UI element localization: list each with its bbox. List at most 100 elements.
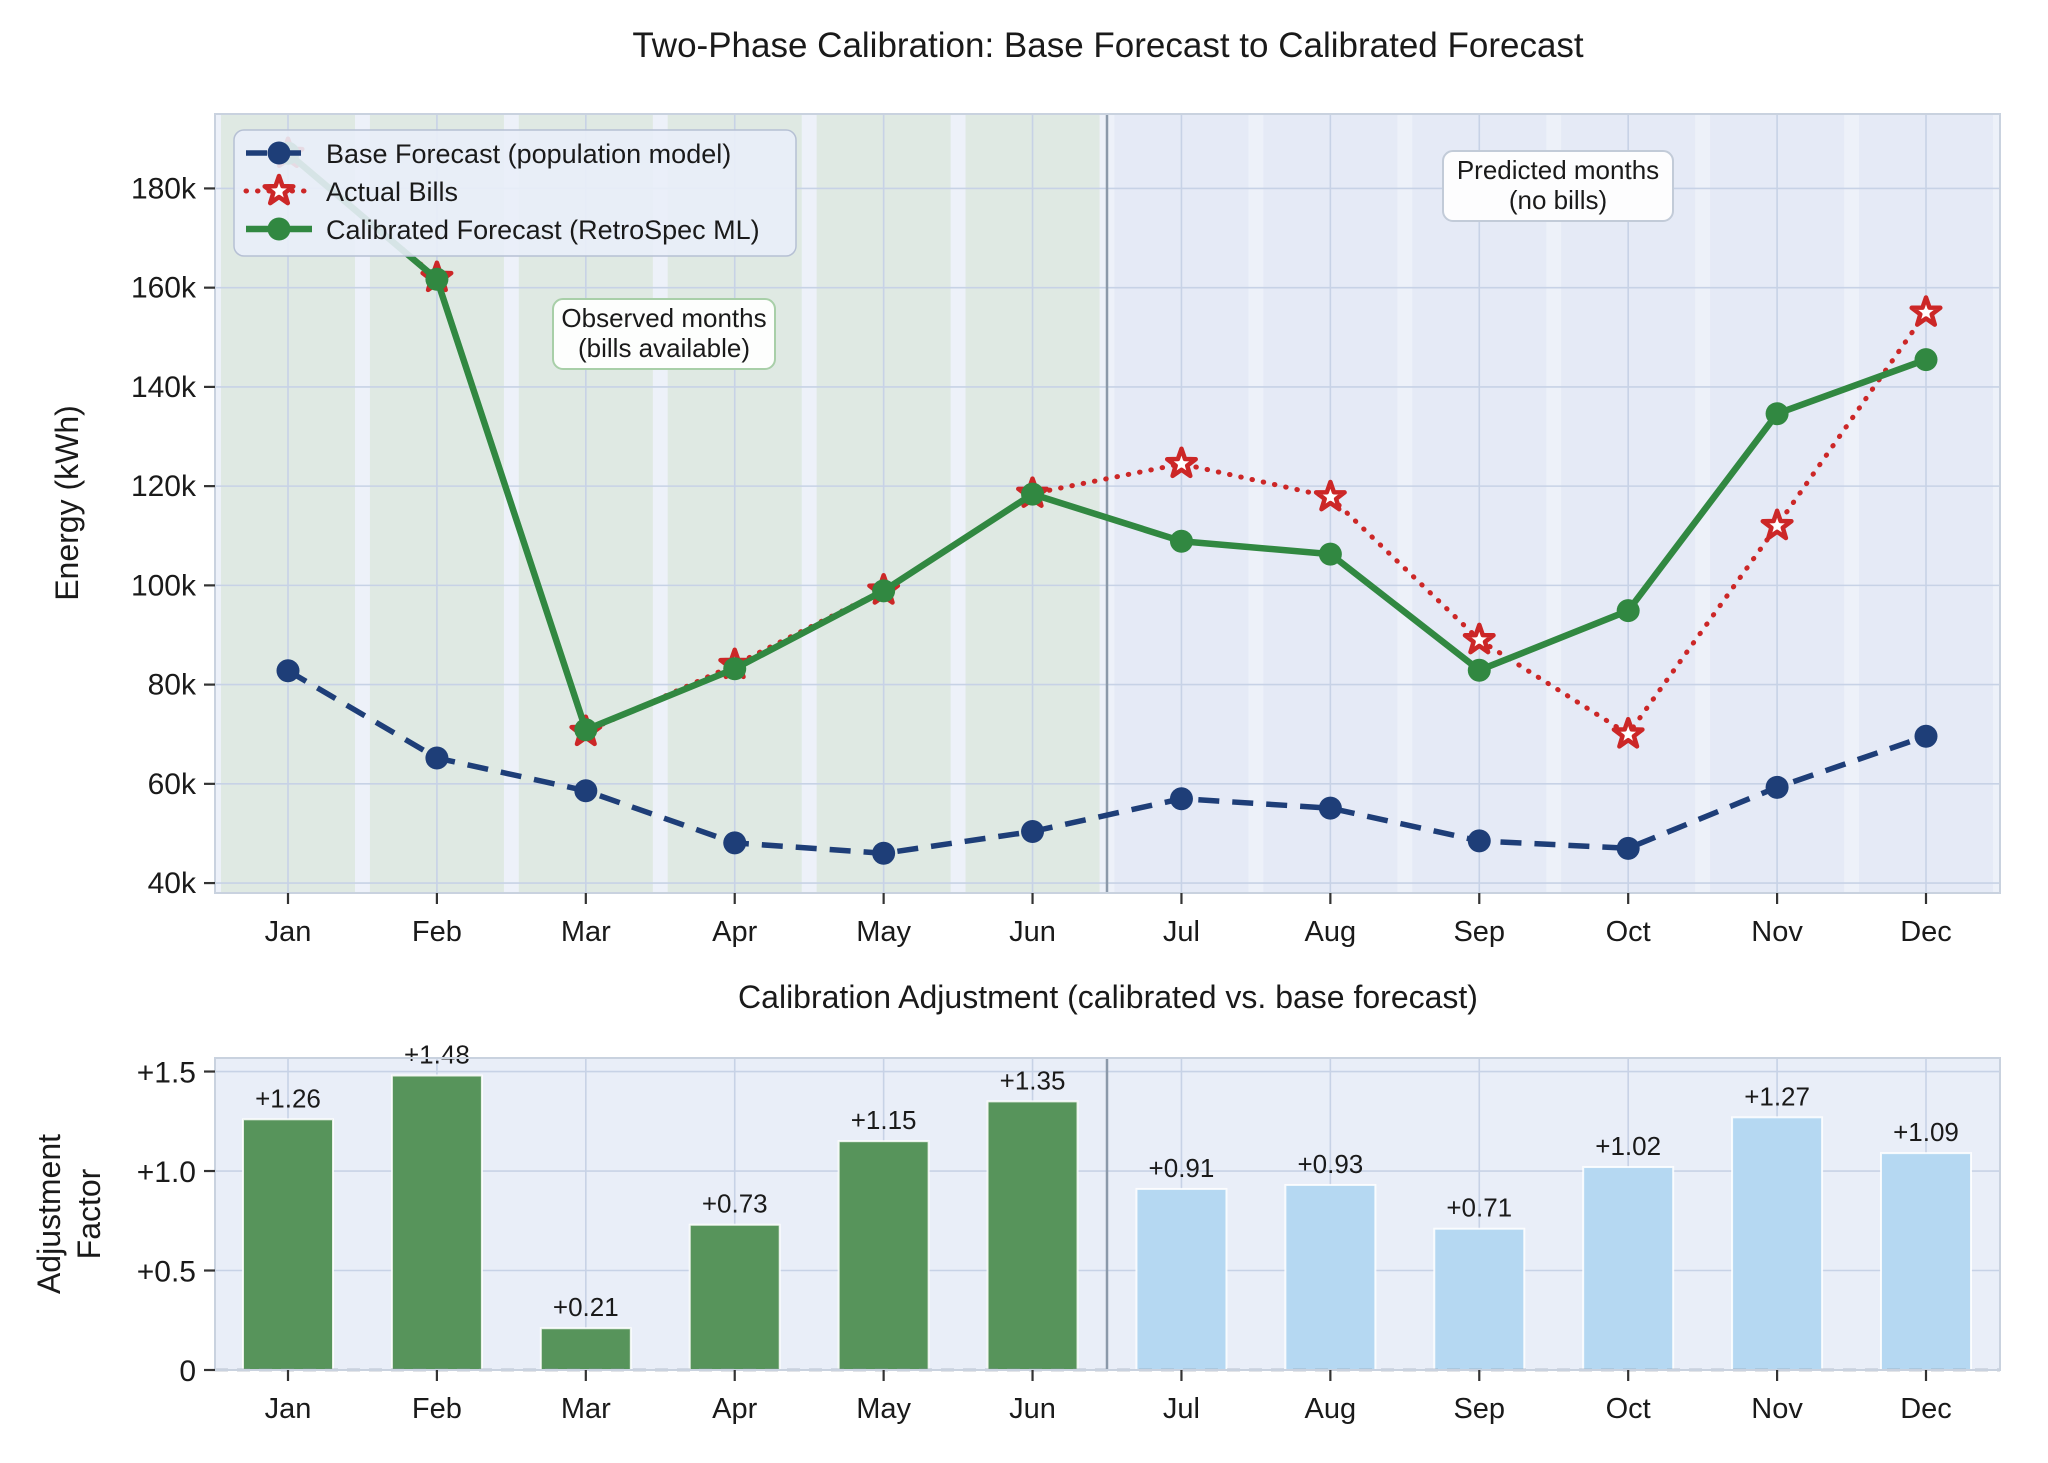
calibrated-forecast-point — [872, 579, 896, 603]
legend-actual-star-sample — [262, 173, 296, 206]
adjustment-bar-predicted — [1135, 1187, 1228, 1372]
adjustment-bar-value-label: +1.48 — [404, 1040, 470, 1070]
calibrated-forecast-point — [425, 267, 449, 291]
adjustment-bar-predicted — [1880, 1152, 1972, 1372]
base-forecast-point — [1467, 829, 1491, 853]
adjustment-bar-value-label: +0.91 — [1149, 1153, 1215, 1183]
x-tick-label: Sep — [1453, 916, 1505, 948]
adjustment-bar-observed — [986, 1100, 1079, 1371]
x-tick-label: Aug — [1305, 1393, 1357, 1425]
adjustment-bar-labels: +1.26 +1.48 +0.21 +0.73 +1.15 +1.35 +0.91 +0.93… — [255, 1040, 1959, 1323]
y-tick-label: 120k — [131, 470, 197, 503]
observed-annotation-line2: (bills available) — [578, 333, 750, 363]
base-forecast-point — [425, 746, 449, 770]
adjustment-bar-value-label: +1.26 — [255, 1083, 321, 1113]
calibrated-forecast-point — [1021, 482, 1045, 506]
base-forecast-point — [1318, 796, 1342, 820]
actual-bills-star-marker — [1611, 716, 1645, 749]
x-tick-label: Jul — [1163, 916, 1200, 948]
adjustment-bar-value-label: +1.35 — [1000, 1065, 1066, 1095]
predicted-annotation-box — [1442, 150, 1674, 222]
adjustment-bar-value-label: +0.71 — [1446, 1193, 1512, 1223]
adjustment-bar-observed — [688, 1223, 781, 1371]
calibrated-forecast-point — [1169, 529, 1193, 553]
predicted-months-annotation: Predicted months (no bills) — [1442, 150, 1674, 222]
x-tick-label: Jul — [1163, 1393, 1200, 1425]
x-tick-label: Feb — [412, 1393, 462, 1425]
adjustment-bar-predicted — [1582, 1166, 1675, 1371]
actual-bills-star-marker — [1164, 446, 1198, 479]
y-tick-label: 180k — [131, 172, 197, 205]
calibrated-forecast-point — [574, 718, 598, 742]
legend-label-calibrated-forecast: Calibrated Forecast (RetroSpec ML) — [326, 215, 760, 245]
predicted-annotation-line1: Predicted months — [1457, 155, 1659, 185]
adjustment-bar-value-label: +0.73 — [702, 1189, 768, 1219]
actual-bills-star-marker — [1909, 295, 1943, 327]
base-forecast-point — [276, 659, 300, 683]
x-tick-label: Jun — [1009, 916, 1056, 948]
x-tick-label: Feb — [412, 916, 462, 948]
x-tick-label: Mar — [561, 916, 611, 948]
actual-bills-star-marker — [1462, 622, 1496, 655]
top-axis-tick-labels: 40k 60k 80k 100k 120k 140k 160k 180k Jan Feb Mar Ap… — [131, 172, 1952, 948]
y-tick-label: 140k — [131, 371, 197, 404]
actual-bills-line — [285, 151, 1929, 738]
legend-label-base-forecast: Base Forecast (population model) — [326, 139, 731, 169]
x-tick-label: Jan — [265, 916, 312, 948]
legend-label-actual-bills: Actual Bills — [326, 177, 458, 207]
observed-annotation-box — [552, 298, 776, 370]
base-forecast-point — [1765, 775, 1789, 799]
adjustment-bar-value-label: +1.15 — [851, 1105, 917, 1135]
base-forecast-line — [286, 668, 1927, 857]
top-axis-ticks — [204, 187, 1928, 904]
base-forecast-point — [574, 779, 598, 803]
adjustment-bar-observed — [539, 1327, 632, 1371]
y-tick-label: 0 — [179, 1355, 196, 1388]
x-tick-label: May — [856, 1393, 911, 1425]
adjustment-bar-observed — [837, 1140, 930, 1371]
top-plot-border — [214, 113, 2001, 894]
calibrated-forecast-point — [1467, 658, 1491, 682]
top-chart-title: Two-Phase Calibration: Base Forecast to … — [632, 26, 1584, 65]
bottom-y-axis-label-line1: Adjustment — [31, 1134, 67, 1294]
adjustment-bar-predicted — [1284, 1183, 1377, 1371]
series-calibrated-forecast — [276, 141, 1938, 742]
bottom-chart-title: Calibration Adjustment (calibrated vs. b… — [738, 979, 1478, 1015]
base-forecast-point — [1021, 819, 1045, 843]
x-tick-label: Apr — [712, 1393, 757, 1425]
bottom-y-axis-label-line2: Factor — [71, 1168, 107, 1259]
y-tick-label: +0.5 — [137, 1256, 196, 1289]
adjustment-bar-predicted — [1433, 1227, 1526, 1371]
observed-months-annotation: Observed months (bills available) — [552, 298, 776, 370]
x-tick-label: Jun — [1009, 1393, 1056, 1425]
y-tick-label: 100k — [131, 569, 197, 602]
top-gridlines — [215, 114, 2000, 893]
predicted-annotation-line2: (no bills) — [1509, 185, 1607, 215]
base-forecast-point — [1914, 724, 1938, 748]
actual-bills-star-marker — [1760, 508, 1794, 541]
x-tick-label: Oct — [1606, 916, 1651, 948]
x-tick-label: Dec — [1900, 916, 1952, 948]
adjustment-bar-value-label: +0.21 — [553, 1292, 619, 1322]
adjustment-bar-observed — [242, 1118, 334, 1372]
y-tick-label: 80k — [148, 669, 197, 702]
legend-calibrated-marker-sample — [267, 217, 291, 241]
adjustment-bar-value-label: +1.27 — [1744, 1081, 1810, 1111]
base-forecast-point — [1169, 787, 1193, 811]
base-forecast-point — [872, 841, 896, 865]
y-tick-label: 40k — [148, 867, 197, 900]
calibrated-forecast-point — [723, 657, 747, 681]
x-tick-label: Jan — [265, 1393, 312, 1425]
actual-bills-star-marker — [1313, 479, 1347, 512]
adjustment-bar-predicted — [1731, 1116, 1824, 1371]
calibrated-forecast-point — [1765, 402, 1789, 426]
bottom-chart: +1.26 +1.48 +0.21 +0.73 +1.15 +1.35 +0.91 +0.93… — [31, 979, 2001, 1425]
y-tick-label: 60k — [148, 768, 197, 801]
calibrated-forecast-point — [1616, 599, 1640, 623]
y-tick-label: 160k — [131, 272, 197, 305]
adjustment-bar-value-label: +1.02 — [1595, 1131, 1661, 1161]
calibrated-forecast-point — [1914, 348, 1938, 372]
bottom-plot-border — [214, 1057, 2001, 1371]
